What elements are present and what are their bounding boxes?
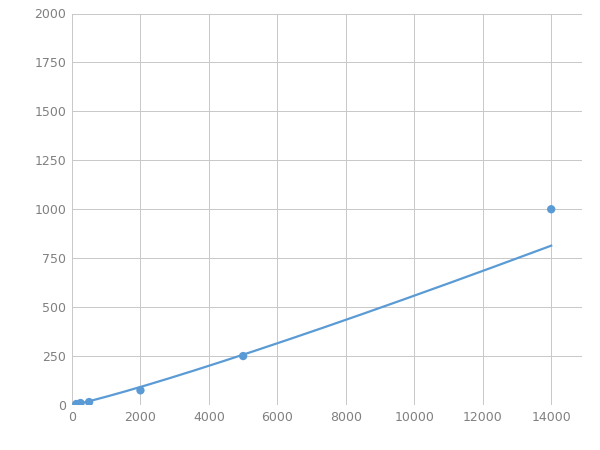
Point	[85, 398, 94, 405]
Point	[136, 387, 145, 394]
Point	[71, 400, 81, 408]
Point	[238, 352, 248, 360]
Point	[547, 206, 556, 213]
Point	[76, 400, 85, 407]
